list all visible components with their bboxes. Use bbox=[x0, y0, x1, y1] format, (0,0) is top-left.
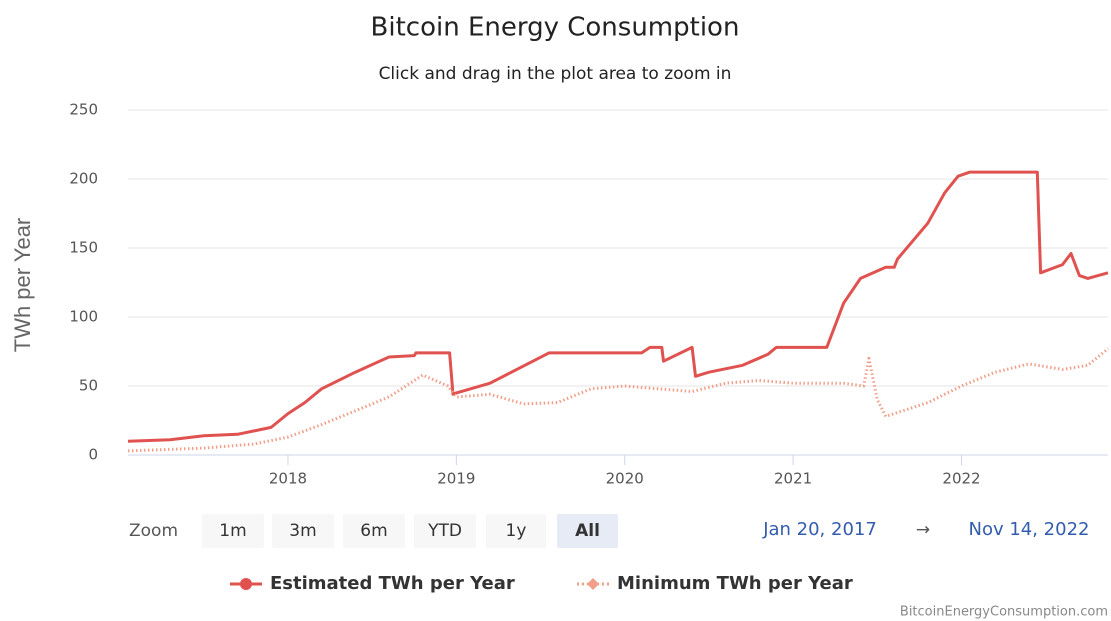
range-from[interactable]: Jan 20, 2017 bbox=[762, 519, 877, 540]
zoom-button[interactable] bbox=[202, 514, 264, 548]
legend-marker bbox=[587, 578, 599, 590]
range-to[interactable]: Nov 14, 2022 bbox=[968, 519, 1089, 540]
y-tick-label: 250 bbox=[69, 101, 98, 119]
zoom-button[interactable] bbox=[272, 514, 334, 548]
zoom-button-label[interactable]: YTD bbox=[427, 521, 462, 541]
y-axis-label: TWh per Year bbox=[10, 218, 35, 353]
y-tick-label: 50 bbox=[79, 377, 98, 395]
zoom-button-label[interactable]: All bbox=[575, 521, 600, 541]
y-tick-label: 100 bbox=[69, 308, 98, 326]
zoom-button[interactable] bbox=[343, 514, 405, 548]
legend-label[interactable]: Estimated TWh per Year bbox=[270, 573, 515, 594]
series-line bbox=[127, 347, 1109, 453]
y-tick-label: 0 bbox=[88, 446, 98, 464]
chart-subtitle: Click and drag in the plot area to zoom … bbox=[379, 64, 732, 84]
zoom-label: Zoom bbox=[129, 521, 178, 541]
zoom-button-label[interactable]: 1y bbox=[506, 521, 527, 541]
y-tick-label: 150 bbox=[69, 239, 98, 257]
x-tick-label: 2021 bbox=[774, 470, 812, 488]
series-line bbox=[127, 170, 1109, 443]
legend-marker bbox=[240, 578, 252, 590]
zoom-button-label[interactable]: 1m bbox=[219, 521, 246, 541]
zoom-button[interactable] bbox=[414, 514, 476, 548]
x-tick-label: 2020 bbox=[606, 470, 644, 488]
legend-label[interactable]: Minimum TWh per Year bbox=[617, 573, 853, 594]
zoom-button[interactable] bbox=[486, 514, 546, 548]
x-tick-label: 2019 bbox=[437, 470, 475, 488]
zoom-button[interactable] bbox=[557, 514, 618, 548]
range-arrow: → bbox=[916, 520, 930, 540]
y-tick-label: 200 bbox=[69, 170, 98, 188]
x-tick-label: 2018 bbox=[269, 470, 307, 488]
credits: BitcoinEnergyConsumption.com bbox=[900, 605, 1108, 620]
zoom-button-label[interactable]: 6m bbox=[360, 521, 387, 541]
zoom-button-label[interactable]: 3m bbox=[289, 521, 316, 541]
chart-title: Bitcoin Energy Consumption bbox=[371, 13, 740, 43]
x-tick-label: 2022 bbox=[942, 470, 980, 488]
